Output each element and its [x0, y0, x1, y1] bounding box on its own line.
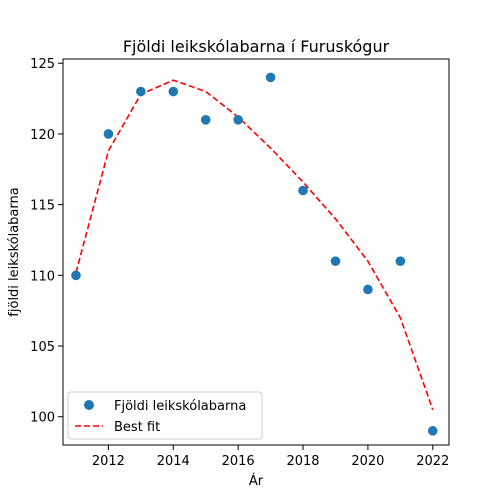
- x-axis: 2012 2014 2016 2018 2020 2022: [92, 445, 449, 469]
- y-tick-label: 115: [30, 199, 55, 214]
- data-point: [71, 270, 81, 281]
- data-point: [265, 72, 276, 83]
- chart-title: Fjöldi leikskólabarna í Furuskógur: [123, 37, 390, 56]
- data-point: [330, 256, 341, 266]
- scatter-series: [71, 72, 438, 436]
- data-point: [395, 256, 406, 266]
- legend: Fjöldi leikskólabarna Best fit: [67, 391, 263, 440]
- data-point: [103, 129, 114, 139]
- plot-frame: [62, 58, 450, 446]
- legend-scatter-marker: [84, 400, 94, 410]
- x-tick-label: 2020: [351, 454, 384, 469]
- y-tick-label: 125: [30, 57, 55, 72]
- legend-box: [67, 391, 263, 440]
- y-axis-label: fjöldi leikskólabarna: [7, 187, 22, 316]
- x-tick-label: 2012: [92, 454, 125, 469]
- data-point: [233, 114, 243, 125]
- best-fit-line: [75, 79, 434, 410]
- x-axis-label: Ár: [249, 473, 264, 489]
- data-point: [200, 114, 211, 125]
- x-tick-label: 2014: [157, 454, 190, 469]
- data-point: [363, 284, 373, 295]
- data-point: [298, 185, 308, 196]
- legend-label-scatter: Fjöldi leikskólabarna: [114, 399, 246, 414]
- x-tick-label: 2022: [416, 454, 449, 469]
- best-fit-series: [75, 79, 434, 410]
- data-point: [168, 86, 179, 97]
- y-tick-label: 105: [30, 340, 55, 355]
- y-tick-label: 110: [30, 269, 55, 284]
- data-point: [427, 426, 438, 436]
- data-point: [136, 86, 146, 97]
- x-tick-label: 2016: [222, 454, 255, 469]
- y-tick-label: 120: [30, 128, 55, 143]
- legend-label-fit: Best fit: [114, 420, 160, 435]
- y-tick-label: 100: [30, 411, 55, 426]
- x-tick-label: 2018: [286, 454, 319, 469]
- y-axis: 100 105 110 115 120 125: [30, 57, 63, 426]
